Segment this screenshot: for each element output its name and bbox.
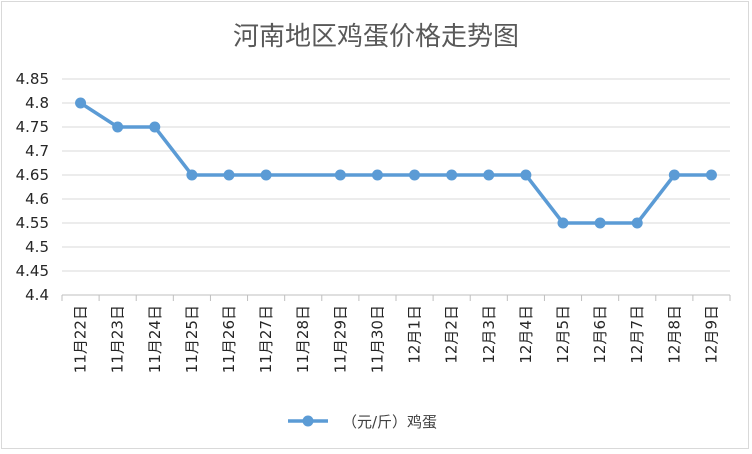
x-tick-label: 11月26日 — [220, 305, 238, 373]
x-tick-label: 12月5日 — [554, 305, 572, 364]
gridlines — [62, 78, 730, 296]
y-tick-label: 4.8 — [25, 94, 49, 112]
y-tick-label: 4.4 — [25, 286, 49, 304]
data-point — [334, 169, 346, 181]
y-tick-label: 4.65 — [16, 166, 49, 184]
data-point — [705, 169, 717, 181]
x-axis: 11月22日 11月23日 11月24日 11月25日 11月26日 11月27日 11月2… — [61, 295, 731, 373]
data-point — [75, 97, 87, 109]
x-tick-label: 12月2日 — [443, 305, 461, 364]
y-tick-label: 4.55 — [16, 214, 49, 232]
data-point — [186, 169, 198, 181]
x-tick-label: 12月3日 — [480, 305, 498, 364]
x-tick-label: 11月29日 — [331, 305, 349, 373]
data-point — [409, 169, 421, 181]
legend: （元/斤）鸡蛋 — [288, 413, 437, 431]
x-tick-label: 11月30日 — [368, 305, 386, 373]
x-tick-label: 12月8日 — [665, 305, 683, 364]
y-tick-label: 4.6 — [25, 190, 49, 208]
data-point — [631, 217, 643, 229]
x-tick-label: 12月9日 — [702, 305, 720, 364]
data-point — [557, 217, 569, 229]
y-tick-label: 4.75 — [16, 118, 49, 136]
data-point — [520, 169, 532, 181]
data-point — [112, 121, 124, 133]
x-tick-label: 11月27日 — [257, 305, 275, 373]
data-point — [260, 169, 272, 181]
x-tick-label: 12月7日 — [628, 305, 646, 364]
y-tick-label: 4.85 — [16, 70, 49, 88]
data-point — [483, 169, 495, 181]
x-tick-label: 11月24日 — [146, 305, 164, 373]
x-tick-label: 11月25日 — [183, 305, 201, 373]
legend-label: （元/斤）鸡蛋 — [342, 413, 437, 431]
data-point — [223, 169, 235, 181]
data-point — [149, 121, 161, 133]
x-tick-label: 12月1日 — [406, 305, 424, 364]
data-point — [668, 169, 680, 181]
x-tick-label: 12月6日 — [591, 305, 609, 364]
y-tick-label: 4.5 — [25, 238, 49, 256]
y-axis: 4.4 4.45 4.5 4.55 4.6 4.65 4.7 4.75 4.8 4.85 — [16, 70, 49, 304]
series-eggs — [75, 97, 717, 229]
series-line — [78, 101, 714, 225]
data-point — [446, 169, 458, 181]
chart-title: 河南地区鸡蛋价格走势图 — [233, 22, 519, 52]
x-tick-label: 11月23日 — [109, 305, 127, 373]
x-tick-label: 12月4日 — [517, 305, 535, 364]
x-tick-label: 11月28日 — [294, 305, 312, 373]
data-point — [371, 169, 383, 181]
y-tick-label: 4.7 — [25, 142, 49, 160]
data-point — [594, 217, 606, 229]
legend-marker-swatch — [302, 415, 314, 427]
y-tick-label: 4.45 — [16, 262, 49, 280]
x-tick-label: 11月22日 — [72, 305, 90, 373]
